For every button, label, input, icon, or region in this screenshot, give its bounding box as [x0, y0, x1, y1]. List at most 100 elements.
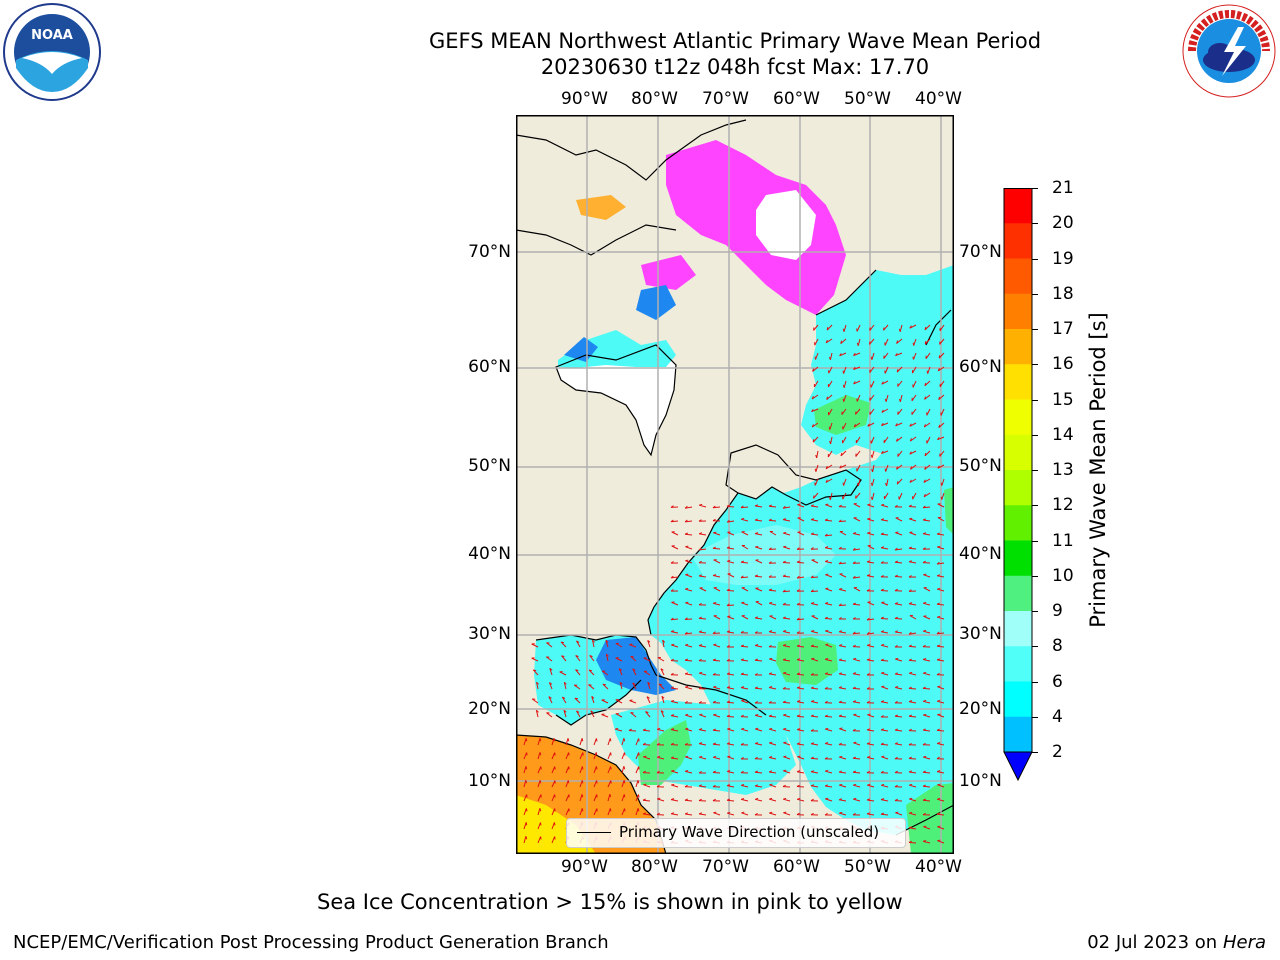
wave-direction-arrowhead: [660, 710, 664, 713]
wave-direction-arrowhead: [842, 398, 845, 402]
wave-direction-arrowhead: [866, 574, 871, 577]
wave-direction-arrow: [829, 492, 833, 500]
wave-direction-arrowhead: [926, 370, 929, 374]
wave-direction-arrow: [726, 505, 735, 508]
wave-direction-arrow: [867, 784, 875, 788]
wave-direction-arrowhead: [908, 770, 912, 773]
wave-direction-arrowhead: [922, 644, 926, 648]
wave-direction-arrowhead: [922, 686, 926, 689]
wave-direction-arrow: [927, 366, 931, 374]
wave-direction-arrow: [769, 771, 777, 774]
wave-direction-arrow: [537, 752, 541, 760]
wave-direction-arrow: [811, 519, 819, 522]
wave-direction-arrowhead: [880, 715, 884, 718]
lat-label-left-70n: 70°N: [468, 242, 511, 262]
wave-direction-arrowhead: [606, 653, 609, 657]
wave-direction-arrowhead: [755, 797, 759, 800]
wave-direction-arrowhead: [658, 683, 663, 686]
wave-direction-arrow: [523, 766, 527, 774]
wave-direction-arrow: [908, 506, 917, 508]
wave-direction-arrow: [537, 766, 542, 774]
wave-direction-arrow: [579, 808, 583, 816]
wave-direction-arrowhead: [726, 742, 731, 745]
wave-direction-arrowhead: [908, 840, 912, 843]
lat-label-left-50n: 50°N: [468, 456, 511, 476]
wave-direction-arrowhead: [712, 798, 716, 802]
wave-direction-arrowhead: [829, 496, 831, 500]
wave-direction-arrow: [621, 794, 625, 802]
wave-direction-arrowhead: [842, 370, 845, 374]
wave-direction-arrow: [909, 701, 917, 704]
wave-direction-arrow: [713, 686, 721, 690]
wave-direction-arrowhead: [624, 752, 626, 756]
wave-direction-arrow: [838, 604, 847, 607]
wave-direction-arrowhead: [769, 686, 773, 688]
wave-direction-arrowhead: [595, 752, 598, 756]
wave-direction-arrowhead: [824, 546, 829, 549]
wave-direction-arrow: [671, 531, 679, 536]
wave-direction-arrow: [869, 366, 875, 373]
wave-direction-arrow: [671, 784, 679, 788]
map-subtitle: 20230630 t12z 048h fcst Max: 17.70: [540, 55, 930, 79]
wave-direction-arrowhead: [838, 617, 842, 620]
wave-direction-arrowhead: [852, 575, 856, 579]
colorbar-tick-label: 13: [1052, 460, 1074, 480]
wave-direction-arrow: [909, 478, 917, 483]
colorbar-swatch: [1004, 716, 1032, 753]
wave-direction-arrowhead: [684, 700, 688, 704]
wave-direction-arrow: [727, 743, 735, 746]
wave-direction-arrowhead: [769, 797, 773, 800]
wave-direction-arrow: [853, 533, 861, 536]
wave-direction-arrowhead: [656, 784, 660, 788]
wave-direction-arrowhead: [712, 631, 716, 634]
wave-direction-arrowhead: [842, 384, 845, 388]
wave-direction-arrowhead: [825, 727, 829, 730]
wave-direction-arrowhead: [740, 672, 744, 675]
colorbar-tick-label: 11: [1052, 530, 1074, 551]
wave-direction-arrowhead: [894, 742, 899, 745]
wave-direction-arrowhead: [810, 575, 814, 579]
wave-direction-arrow: [827, 450, 833, 458]
wave-direction-arrowhead: [699, 503, 703, 506]
wave-direction-arrow: [755, 687, 763, 690]
wave-direction-arrowhead: [660, 668, 664, 671]
lat-label-right-10n: 10°N: [959, 771, 1002, 791]
wave-direction-arrow: [909, 784, 917, 788]
wave-direction-arrow: [839, 784, 847, 788]
lat-label-left-20n: 20°N: [468, 699, 511, 719]
wave-direction-arrow: [712, 729, 721, 732]
wave-direction-arrowhead: [609, 794, 612, 798]
wave-direction-arrowhead: [768, 575, 772, 578]
wave-direction-arrow: [741, 798, 749, 802]
wave-direction-arrowhead: [698, 644, 703, 647]
wave-direction-arrowhead: [908, 728, 912, 732]
wave-direction-arrow: [579, 794, 583, 802]
wave-direction-arrow: [523, 836, 527, 844]
wave-direction-arrowhead: [741, 784, 745, 786]
wave-direction-arrow: [615, 699, 623, 704]
wave-direction-arrow: [531, 698, 539, 704]
wave-direction-arrow: [685, 770, 693, 774]
wave-direction-arrow: [926, 408, 931, 416]
wave-direction-arrow: [685, 520, 693, 523]
wave-direction-arrowhead: [881, 450, 884, 454]
legend-line-swatch: [577, 832, 611, 833]
wave-direction-arrowhead: [754, 756, 758, 760]
wave-direction-arrow: [560, 641, 567, 648]
wave-direction-arrow: [842, 422, 847, 430]
wave-direction-arrowhead: [866, 700, 870, 704]
wave-direction-arrow: [575, 669, 581, 676]
wave-direction-arrowhead: [554, 766, 556, 770]
wave-direction-arrow: [909, 603, 917, 606]
wave-direction-arrow: [783, 742, 791, 746]
colorbar-swatch: [1004, 575, 1032, 612]
wave-direction-arrow: [813, 324, 819, 331]
wave-direction-arrowhead: [670, 519, 674, 523]
wave-direction-arrow: [937, 517, 945, 522]
wave-direction-arrow: [867, 813, 875, 816]
wave-direction-arrow: [881, 729, 889, 732]
wave-direction-arrow: [910, 436, 917, 442]
wave-direction-arrow: [684, 533, 693, 536]
wave-direction-arrow: [924, 450, 931, 457]
wave-direction-arrowhead: [898, 328, 901, 332]
